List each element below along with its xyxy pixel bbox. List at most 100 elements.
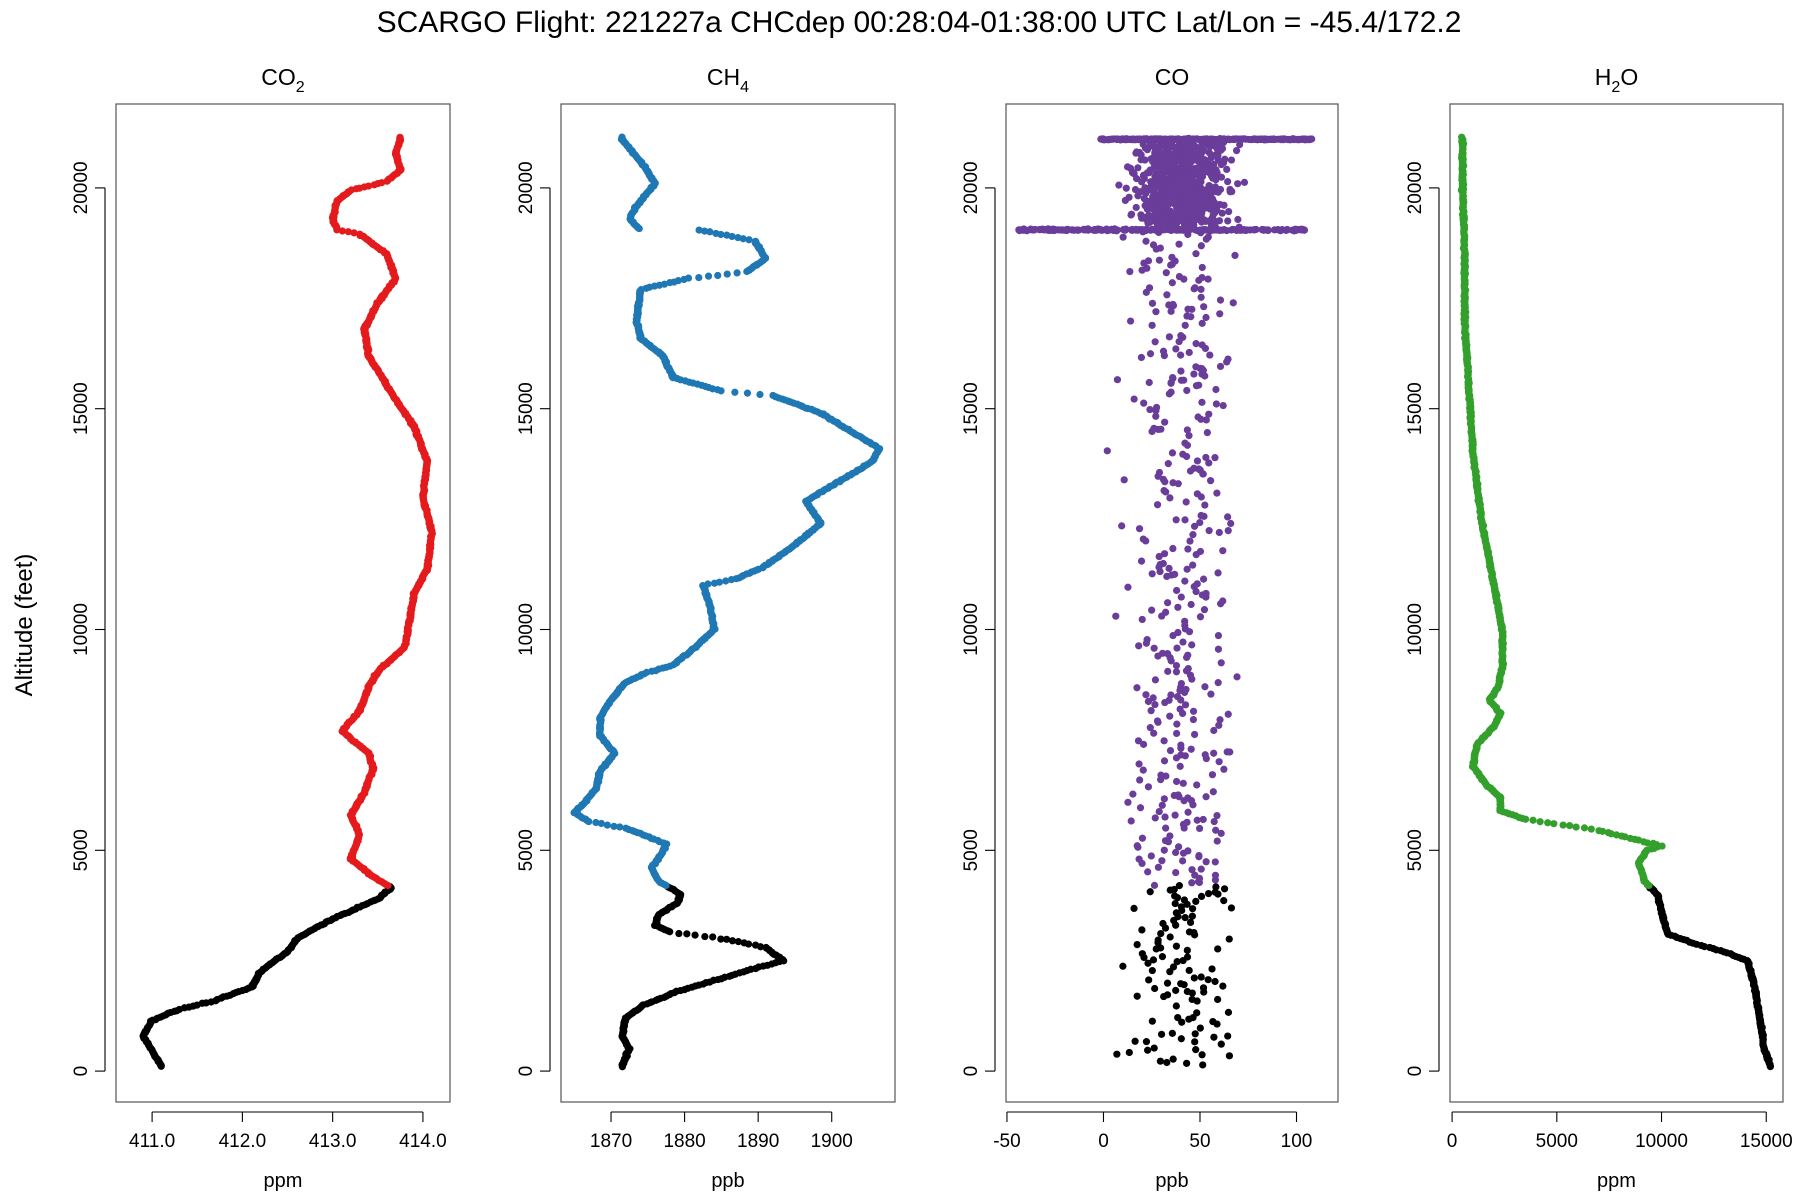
data-point — [1227, 904, 1236, 912]
data-point — [1234, 180, 1242, 188]
data-point — [1146, 405, 1154, 414]
data-point — [1173, 226, 1181, 234]
data-point — [1187, 745, 1195, 753]
data-point — [714, 271, 722, 280]
data-point — [1181, 439, 1189, 447]
data-point — [1133, 941, 1141, 949]
data-point — [683, 930, 691, 938]
x-tick-label: 412.0 — [219, 1131, 267, 1152]
data-point — [1159, 347, 1168, 355]
y-axis: 0 5000 10000 15000 20000 — [71, 161, 106, 1076]
data-point — [1180, 896, 1188, 904]
y-tick-label: 5000 — [516, 829, 537, 871]
panel-frame — [1005, 103, 1339, 1103]
data-point — [1211, 871, 1220, 879]
data-point — [1181, 516, 1189, 524]
data-point — [1175, 272, 1184, 281]
panel-frame — [560, 103, 896, 1103]
y-axis: 0 5000 10000 15000 20000 — [516, 161, 551, 1076]
data-point — [338, 227, 346, 235]
data-point — [1172, 848, 1180, 857]
data-point — [1203, 168, 1211, 176]
panel-title-subscript: 2 — [296, 79, 305, 96]
panel-title-subscript: 4 — [740, 79, 749, 96]
data-point — [1143, 1046, 1152, 1054]
data-point — [734, 233, 742, 242]
data-point — [1171, 892, 1179, 900]
panel-title-tail: O — [1620, 64, 1638, 90]
panel-title: CO — [1155, 64, 1190, 90]
x-axis: 0 5000 10000 15000 ppm — [1447, 1111, 1793, 1192]
data-point — [1103, 226, 1111, 234]
data-point — [1213, 811, 1221, 820]
data-point — [1227, 156, 1236, 164]
data-point — [1178, 216, 1187, 224]
data-point — [1156, 244, 1164, 252]
data-point — [1133, 842, 1141, 850]
data-point — [1193, 1009, 1201, 1017]
data-point — [1199, 1061, 1207, 1069]
data-point — [1062, 226, 1071, 234]
data-point — [1124, 798, 1132, 806]
data-points — [139, 133, 436, 1070]
data-point — [1161, 813, 1169, 821]
data-point — [1211, 454, 1219, 462]
data-point — [603, 821, 611, 829]
data-point — [1169, 373, 1177, 382]
data-point — [1128, 225, 1136, 234]
data-point — [1173, 958, 1181, 966]
data-point — [1169, 544, 1177, 553]
data-point — [1171, 167, 1179, 175]
data-point — [1580, 824, 1589, 832]
data-point — [1189, 142, 1198, 150]
data-point — [1150, 424, 1158, 432]
data-point — [1198, 398, 1206, 406]
data-point — [1144, 783, 1153, 791]
data-point — [1179, 157, 1187, 165]
data-point — [660, 280, 669, 288]
data-point — [1154, 863, 1162, 871]
data-point — [1223, 748, 1231, 756]
data-point — [1097, 226, 1106, 234]
data-point — [1458, 133, 1466, 141]
data-point — [1146, 888, 1154, 896]
data-point — [1183, 987, 1191, 996]
data-point — [1165, 333, 1173, 341]
data-point — [1157, 157, 1165, 165]
data-point — [1181, 194, 1190, 202]
data-point — [1154, 221, 1162, 229]
data-point — [684, 274, 693, 282]
data-point — [1141, 144, 1150, 152]
data-point — [1155, 468, 1164, 477]
data-point — [1126, 267, 1134, 276]
data-point — [1218, 209, 1226, 217]
data-point — [1224, 1032, 1232, 1040]
data-point — [1177, 1035, 1185, 1043]
data-point — [1137, 151, 1145, 159]
data-point — [1193, 781, 1201, 789]
data-point — [1191, 871, 1199, 879]
data-point — [1164, 667, 1172, 675]
data-point — [1173, 586, 1181, 595]
x-tick-label: 50 — [1189, 1131, 1210, 1152]
data-point — [1158, 857, 1166, 865]
data-point — [1152, 403, 1161, 412]
data-point — [1181, 577, 1189, 585]
data-point — [1139, 766, 1147, 774]
data-point — [1214, 631, 1223, 640]
data-point — [1165, 175, 1173, 183]
data-point — [1145, 284, 1154, 292]
data-point — [1189, 707, 1198, 715]
data-point — [1196, 179, 1204, 187]
data-point — [1182, 151, 1190, 159]
data-point — [1123, 135, 1131, 143]
data-point — [1212, 385, 1220, 394]
data-point — [1183, 1059, 1191, 1067]
data-point — [1188, 641, 1196, 649]
x-axis: -50 0 50 100 ppb — [993, 1111, 1312, 1192]
data-point — [1210, 749, 1218, 757]
data-point — [1135, 525, 1144, 533]
figure-title: SCARGO Flight: 221227a CHCdep 00:28:04-0… — [377, 6, 1462, 39]
data-point — [728, 937, 737, 945]
data-point — [1195, 170, 1204, 178]
